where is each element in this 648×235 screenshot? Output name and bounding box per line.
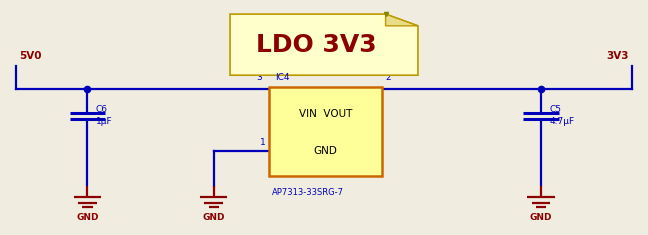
Text: C6: C6 <box>96 105 108 114</box>
PathPatch shape <box>386 14 418 26</box>
Text: 1: 1 <box>260 137 266 147</box>
FancyBboxPatch shape <box>269 87 382 176</box>
Text: GND: GND <box>203 213 225 222</box>
Text: LDO 3V3: LDO 3V3 <box>255 33 376 57</box>
Text: GND: GND <box>314 146 338 156</box>
Text: GND: GND <box>530 213 552 222</box>
Text: VIN  VOUT: VIN VOUT <box>299 109 353 119</box>
PathPatch shape <box>230 14 418 75</box>
Text: 4.7μF: 4.7μF <box>550 117 575 125</box>
Text: AP7313-33SRG-7: AP7313-33SRG-7 <box>272 188 344 197</box>
Text: 3: 3 <box>257 73 262 82</box>
Text: 1μF: 1μF <box>96 117 113 125</box>
Text: C5: C5 <box>550 105 562 114</box>
Text: 5V0: 5V0 <box>19 51 42 61</box>
Text: GND: GND <box>76 213 98 222</box>
Text: 3V3: 3V3 <box>606 51 629 61</box>
Text: 2: 2 <box>386 73 391 82</box>
Text: IC4: IC4 <box>275 73 290 82</box>
